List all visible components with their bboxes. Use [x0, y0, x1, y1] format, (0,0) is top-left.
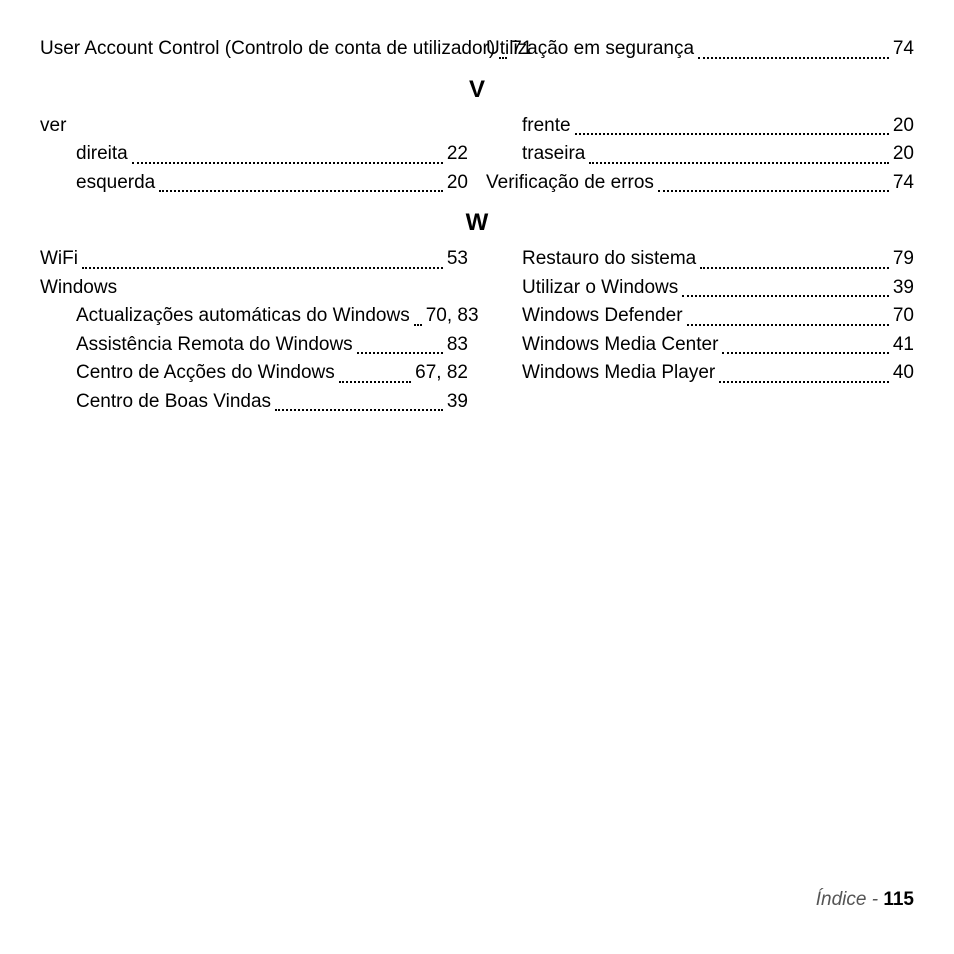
- index-term: Utilizar o Windows: [522, 274, 678, 303]
- index-page: 39: [447, 388, 468, 417]
- index-page: 22: [447, 140, 468, 169]
- index-entry: Restauro do sistema 79: [486, 245, 914, 274]
- index-term: Centro de Acções do Windows: [76, 359, 335, 388]
- index-term: Actualizações automáticas do Windows: [76, 302, 410, 331]
- footer-label: Índice -: [816, 889, 884, 910]
- index-page: 39: [893, 274, 914, 303]
- index-term: Utilização em segurança: [486, 35, 694, 64]
- index-term: frente: [522, 112, 571, 141]
- index-page: 20: [893, 140, 914, 169]
- index-term: User Account Control (Controlo de conta …: [40, 35, 495, 64]
- index-page: 70: [893, 302, 914, 331]
- index-entry: Actualizações automáticas do Windows 70,…: [40, 302, 468, 331]
- index-page: 79: [893, 245, 914, 274]
- index-page: 67, 82: [415, 359, 468, 388]
- index-page: 74: [893, 169, 914, 198]
- index-page: 41: [893, 331, 914, 360]
- index-term: Verificação de erros: [486, 169, 654, 198]
- leader-dots: [687, 324, 889, 326]
- index-term: Assistência Remota do Windows: [76, 331, 353, 360]
- index-term: traseira: [522, 140, 585, 169]
- index-parent-term: Windows: [40, 274, 468, 303]
- index-entry: frente 20: [486, 112, 914, 141]
- index-entry: Utilizar o Windows 39: [486, 274, 914, 303]
- index-entry: Windows Media Player 40: [486, 359, 914, 388]
- index-page: 40: [893, 359, 914, 388]
- leader-dots: [82, 267, 443, 269]
- index-term: esquerda: [76, 169, 155, 198]
- footer-page-number: 115: [883, 889, 914, 910]
- index-entry: direita 22: [40, 140, 468, 169]
- index-page: 83: [447, 331, 468, 360]
- index-entry: traseira 20: [486, 140, 914, 169]
- index-page: 20: [893, 112, 914, 141]
- section-heading: V: [40, 72, 914, 108]
- leader-dots: [132, 162, 443, 164]
- index-term: Windows Defender: [522, 302, 683, 331]
- index-entry: Windows Media Center 41: [486, 331, 914, 360]
- index-entry: WiFi 53: [40, 245, 468, 274]
- leader-dots: [682, 295, 889, 297]
- index-entry: Centro de Acções do Windows 67, 82: [40, 359, 468, 388]
- leader-dots: [658, 190, 889, 192]
- leader-dots: [414, 324, 422, 326]
- index-entry: Assistência Remota do Windows 83: [40, 331, 468, 360]
- index-columns: User Account Control (Controlo de conta …: [40, 35, 914, 416]
- section-heading: W: [40, 205, 914, 241]
- index-page: 20: [447, 169, 468, 198]
- leader-dots: [357, 352, 443, 354]
- index-page: 74: [893, 35, 914, 64]
- leader-dots: [722, 352, 888, 354]
- index-term: direita: [76, 140, 128, 169]
- index-term: Centro de Boas Vindas: [76, 388, 271, 417]
- index-entry: Verificação de erros 74: [486, 169, 914, 198]
- index-entry: User Account Control (Controlo de conta …: [40, 35, 468, 64]
- index-term: WiFi: [40, 245, 78, 274]
- leader-dots: [698, 57, 889, 59]
- index-parent-term: ver: [40, 112, 468, 141]
- index-page: 53: [447, 245, 468, 274]
- index-page: 70, 83: [426, 302, 479, 331]
- index-term: Windows Media Center: [522, 331, 718, 360]
- leader-dots: [339, 381, 411, 383]
- index-entry: Utilização em segurança 74: [486, 35, 914, 64]
- leader-dots: [275, 409, 443, 411]
- index-term: Restauro do sistema: [522, 245, 696, 274]
- index-entry: Centro de Boas Vindas 39: [40, 388, 468, 417]
- leader-dots: [589, 162, 889, 164]
- leader-dots: [700, 267, 889, 269]
- page-footer: Índice - 115: [816, 886, 914, 915]
- index-term: Windows Media Player: [522, 359, 715, 388]
- leader-dots: [719, 381, 889, 383]
- leader-dots: [159, 190, 443, 192]
- index-entry: Windows Defender 70: [486, 302, 914, 331]
- index-entry: esquerda 20: [40, 169, 468, 198]
- leader-dots: [575, 133, 889, 135]
